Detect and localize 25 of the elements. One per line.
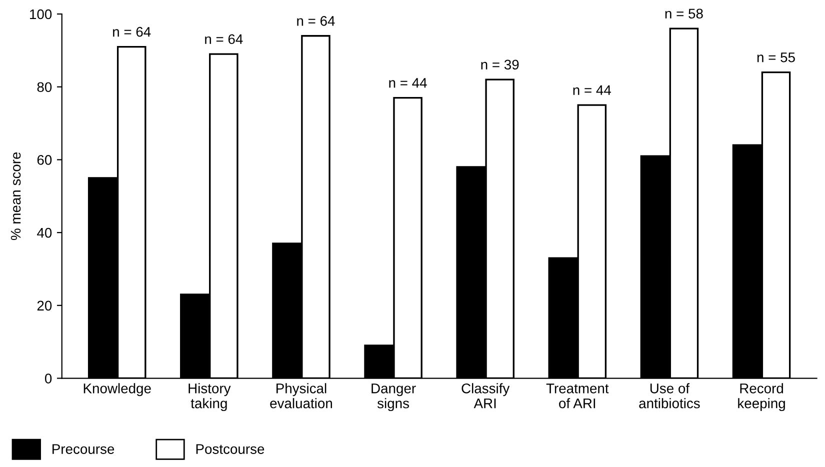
x-tick-label: Classify ARI [462,383,510,408]
annotation: n = 64 [113,26,151,37]
annotation: n = 44 [573,85,611,95]
annotation: n = 39 [481,60,519,70]
annotation: n = 58 [665,8,703,19]
y-tick-label: 60 [37,155,52,165]
y-tick-label: 0 [44,374,52,384]
annotation: n = 64 [205,34,243,44]
y-axis-title: % mean score [10,152,21,240]
x-tick-label: Treatment of ARI [546,384,609,408]
x-tick-label: Record keeping [738,383,785,412]
annotation: n = 44 [389,78,427,88]
legend-label: Precourse [52,444,114,454]
y-tick-label: 20 [37,300,52,311]
annotation: n = 64 [297,16,335,26]
x-tick-label: Use of antibiotics [639,383,700,408]
legend-label: Postcourse [196,444,264,454]
y-tick-label: 80 [37,82,52,92]
y-tick-label: 100 [30,9,52,20]
x-tick-label: Physical evaluation [270,383,332,408]
annotation: n = 55 [757,52,795,62]
x-tick-label: Danger signs [372,384,416,412]
x-tick-label: Knowledge [84,383,151,396]
x-tick-label: History taking [188,383,231,412]
y-tick-label: 40 [37,228,52,238]
